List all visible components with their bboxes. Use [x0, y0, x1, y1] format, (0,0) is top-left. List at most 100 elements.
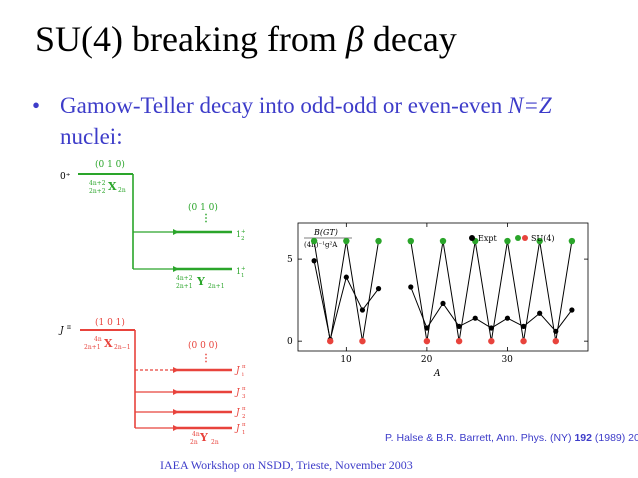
green-parent-spin: 0⁺: [60, 172, 71, 182]
footer: IAEA Workshop on NSDD, Trieste, November…: [160, 458, 413, 472]
expt-point: [488, 325, 494, 331]
y-axis-label-bottom: (4π)⁻¹g²A: [304, 241, 338, 249]
red-level-scheme: J π (1 0 1) 4n 2n+1 X 2n−1 (0 0 0) ⋮ J π…: [58, 317, 246, 446]
expt-point: [343, 274, 349, 280]
su4-point: [375, 237, 382, 245]
expt-point: [424, 325, 430, 331]
green-parent-superscript: 4n+2: [89, 180, 106, 187]
bullet-nz: N=Z: [508, 93, 552, 118]
slide-title: SU(4) breaking from β decay: [35, 18, 457, 60]
expt-point: [456, 323, 462, 329]
su4-point: [359, 337, 366, 345]
bullet-text-part1: Gamow-Teller decay into odd-odd or even-…: [60, 93, 508, 118]
title-beta-symbol: β: [345, 19, 364, 59]
chart-legend: Expt SU(4): [469, 234, 555, 243]
red-level-1-sup: π: [242, 422, 246, 428]
red-level-i-sup: π: [242, 364, 246, 370]
red-parent-spin-sup: π: [67, 324, 71, 331]
red-parent-spin: J: [58, 326, 65, 336]
green-daughter-nucleus: Y: [196, 275, 205, 288]
green-level-2-sup: +: [241, 229, 246, 235]
red-daughter-nucleus-sub: 2n: [211, 439, 219, 446]
red-daughter-rep: (0 0 0): [188, 340, 218, 351]
citation-volume: 192: [574, 432, 592, 444]
red-level-2-label: J: [234, 408, 241, 418]
red-dots: ⋮: [201, 353, 211, 364]
expt-point: [553, 328, 559, 334]
expt-point: [359, 307, 366, 313]
chart-background: [282, 218, 594, 380]
legend-expt-marker: [469, 235, 475, 241]
green-level-2-sub: 2: [241, 236, 245, 242]
su4-point: [504, 237, 511, 245]
su4-point: [536, 237, 543, 245]
su4-point: [423, 337, 431, 345]
su4-point: [310, 237, 318, 245]
red-level-i-label: J: [234, 366, 241, 376]
legend-su4-label: SU(4): [531, 234, 555, 243]
su4-point: [407, 237, 414, 245]
red-level-3-label: J: [234, 388, 241, 398]
red-parent-nucleus: X: [104, 337, 113, 350]
title-text: SU(4) breaking from: [35, 19, 346, 59]
red-level-1-label: J: [234, 424, 241, 434]
expt-point: [440, 300, 446, 307]
expt-point: [408, 284, 414, 290]
expt-point: [311, 258, 317, 264]
red-parent-subscript: 2n+1: [84, 344, 101, 351]
title-tail: decay: [363, 19, 457, 59]
red-parent-nucleus-sub: 2n−1: [114, 344, 131, 351]
citation-rest: (1989) 204: [594, 432, 638, 444]
bgt-chart: B(GT) (4π)⁻¹g²A 10 20 30 0 5 Expt SU(4) A: [282, 218, 594, 380]
expt-point: [504, 315, 511, 321]
red-level-2-sub: 2: [242, 414, 246, 420]
legend-expt-label: Expt: [478, 234, 497, 243]
legend-su4-red-marker: [522, 235, 528, 241]
red-parent-rep: (1 0 1): [95, 317, 125, 328]
su4-point: [343, 237, 350, 245]
green-dots: ⋮: [201, 213, 211, 224]
green-level-scheme: 0⁺ (0 1 0) 4n+2 2n+2 X 2n (0 1 0) ⋮ 1 + …: [60, 159, 246, 290]
red-parent-superscript: 4n: [94, 336, 102, 343]
green-parent-nucleus: X: [108, 180, 117, 193]
red-daughter-subscript: 2n: [190, 439, 198, 446]
x-axis-label: A: [433, 369, 441, 379]
expt-point: [520, 323, 527, 329]
bullet-marker: •: [32, 93, 41, 118]
green-level-2-label: 1: [236, 230, 241, 239]
green-daughter-superscript: 4n+2: [176, 275, 193, 282]
x-tick-label: 10: [340, 355, 352, 365]
y-tick-label: 0: [287, 337, 293, 347]
bullet-text: Gamow-Teller decay into odd-odd or even-…: [60, 90, 600, 152]
expt-point: [472, 315, 478, 321]
su4-point: [520, 337, 527, 345]
su4-point: [552, 337, 559, 345]
red-level-1-sub: 1: [242, 430, 246, 436]
su4-point: [568, 237, 576, 245]
citation-authors: P. Halse & B.R. Barrett, Ann. Phys. (NY): [385, 432, 575, 444]
green-daughter-subscript: 2n+1: [176, 283, 193, 290]
green-parent-subscript: 2n+2: [89, 188, 106, 195]
su4-point: [455, 337, 463, 345]
su4-point: [327, 337, 334, 345]
red-level-i-sub: i: [242, 372, 244, 378]
bullet-text-part2: nuclei:: [60, 124, 123, 149]
green-parent-rep: (0 1 0): [95, 159, 125, 170]
y-axis-label-top: B(GT): [313, 228, 338, 237]
green-daughter-nucleus-sub: 2n+1: [208, 283, 225, 290]
su4-point: [488, 337, 495, 345]
plot-frame: [297, 222, 589, 352]
red-level-2-sup: π: [242, 406, 246, 412]
green-level-1-sup: +: [241, 266, 246, 272]
green-daughter-rep: (0 1 0): [188, 202, 218, 213]
green-level-1-sub: 1: [241, 273, 245, 279]
red-level-3-sup: π: [242, 386, 246, 392]
x-tick-label: 20: [421, 355, 433, 365]
green-parent-nucleus-sub: 2n: [118, 187, 126, 194]
red-daughter-superscript: 4n: [192, 431, 200, 438]
y-tick-label: 5: [287, 255, 293, 265]
expt-point: [569, 307, 575, 313]
su4-point: [439, 237, 447, 245]
level-scheme-diagram: 0⁺ (0 1 0) 4n+2 2n+2 X 2n (0 1 0) ⋮ 1 + …: [58, 159, 246, 446]
axis-ticks: 10 20 30 0 5: [287, 223, 588, 365]
